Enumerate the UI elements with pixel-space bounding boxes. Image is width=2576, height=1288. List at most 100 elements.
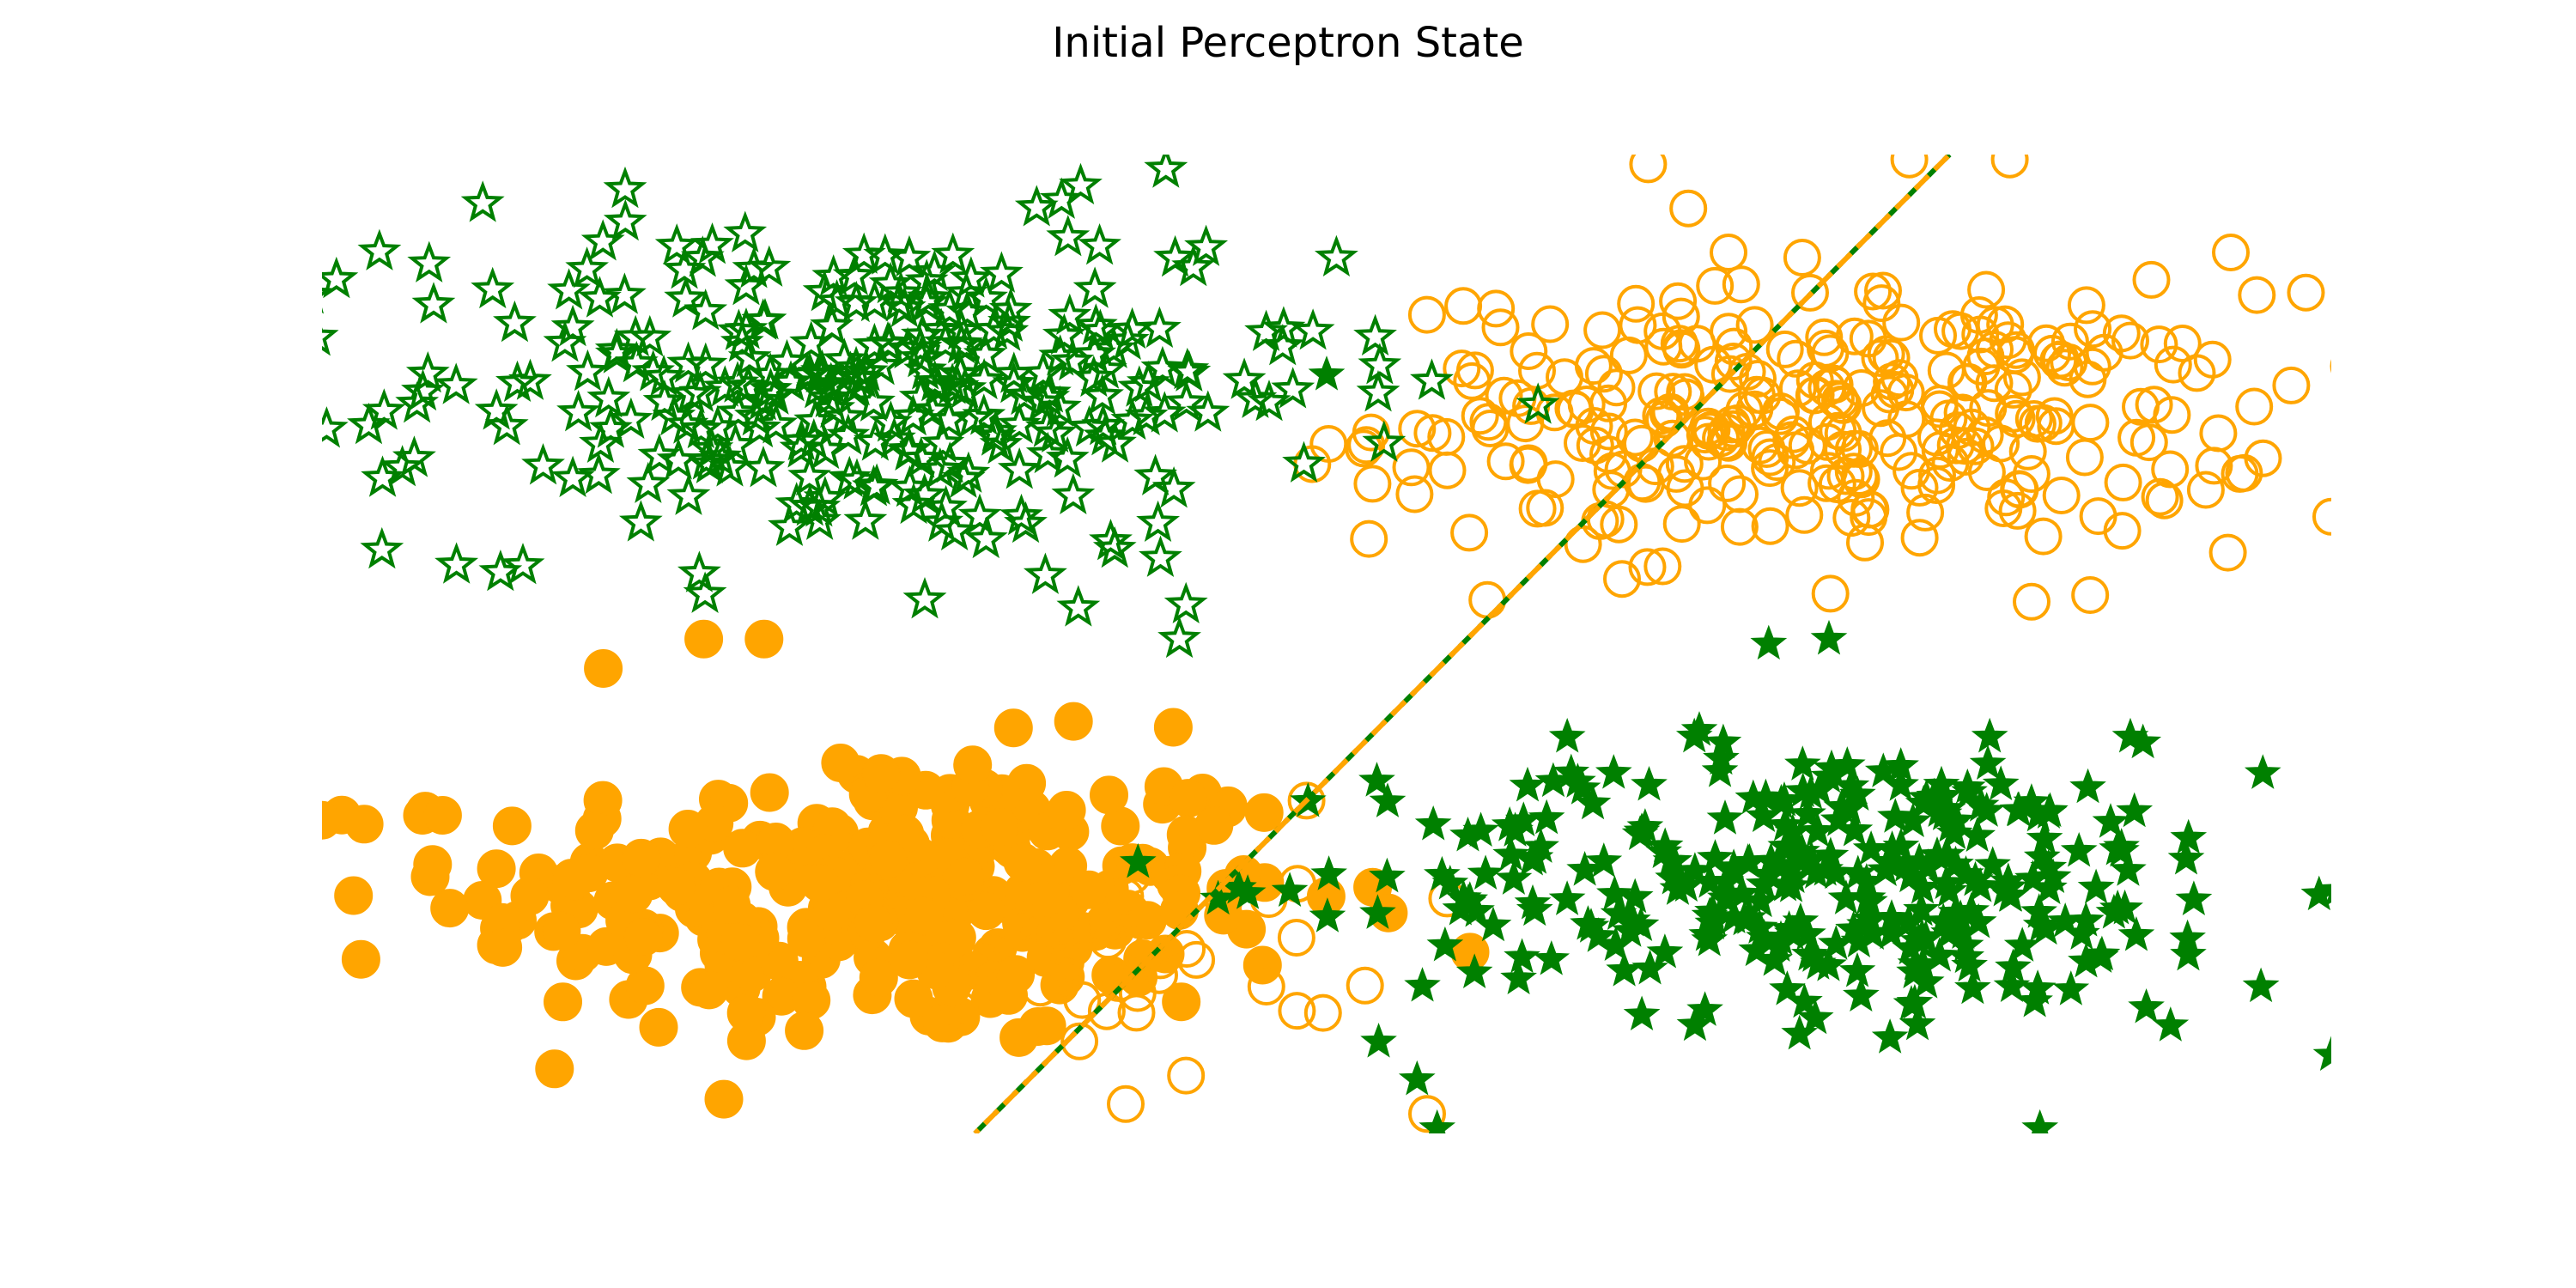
- data-point-circle-filled-0-187: [544, 982, 582, 1022]
- data-point-star-filled-4-239: [1495, 860, 1533, 895]
- data-point-star-open-3-85: [899, 335, 944, 378]
- data-point-star-filled-4-162: [1789, 795, 1826, 830]
- data-point-circle-open-1-258: [1741, 426, 1779, 465]
- data-point-star-open-3-185: [997, 447, 1042, 489]
- data-point-star-filled-4-237: [1310, 855, 1347, 890]
- data-point-star-open-3-255: [1247, 380, 1291, 422]
- data-point-star-open-3-173: [939, 321, 983, 364]
- data-point-circle-open-1-252: [2272, 366, 2311, 404]
- data-point-star-open-3-79: [920, 421, 965, 463]
- data-point-star-open-3-182: [1080, 373, 1125, 416]
- data-point-circle-open-1-237: [2000, 470, 2038, 508]
- data-point-star-open-3-301: [1184, 224, 1229, 266]
- data-point-star-filled-4-233: [1701, 752, 1739, 787]
- data-point-star-open-3-82: [594, 327, 639, 369]
- data-point-star-filled-4-148: [2067, 902, 2105, 937]
- data-point-star-open-3-147: [789, 320, 834, 362]
- data-point-star-open-3-192: [835, 458, 879, 500]
- data-point-star-open-3-233: [885, 326, 930, 369]
- data-point-circle-filled-0-221: [1054, 702, 1093, 741]
- data-point-circle-filled-0-303: [584, 649, 623, 688]
- data-point-star-open-3-214: [973, 414, 1017, 456]
- data-point-star-filled-4-140: [1595, 754, 1632, 789]
- data-point-star-open-3-290: [854, 463, 899, 505]
- data-point-star-open-3-131: [618, 500, 663, 542]
- data-point-star-filled-4-170: [1813, 749, 1850, 785]
- data-point-star-open-3-162: [1073, 303, 1118, 345]
- data-point-star-filled-4-243: [1360, 1023, 1397, 1058]
- data-point-circle-open-1-100: [1927, 351, 1965, 390]
- data-point-star-filled-4-250: [1680, 711, 1718, 746]
- data-point-circle-open-1-249: [2225, 453, 2263, 492]
- data-point-star-open-3-226: [1093, 421, 1137, 463]
- data-point-star-open-3-9: [1516, 382, 1560, 424]
- data-point-star-filled-4-29: [1516, 890, 1553, 927]
- data-point-circle-open-1-37: [1395, 475, 1434, 513]
- data-point-circle-open-1-309: [2111, 321, 2149, 360]
- data-point-star-filled-4-300: [2242, 967, 2280, 1003]
- data-point-star-filled-4-285: [1817, 854, 1855, 890]
- data-point-circle-filled-0-307: [704, 1079, 744, 1119]
- data-point-star-open-3-196: [898, 325, 943, 368]
- data-point-star-open-3-218: [1072, 331, 1117, 374]
- data-point-circle-open-2-32: [1107, 1084, 1145, 1123]
- data-point-circle-open-1-259: [1688, 486, 1727, 525]
- data-point-circle-filled-0-270: [1194, 805, 1234, 845]
- data-point-star-filled-4-76: [1596, 875, 1633, 910]
- data-point-circle-open-1-285: [1943, 393, 1982, 432]
- data-point-circle-filled-0-169: [894, 979, 933, 1018]
- data-point-star-open-3-278: [949, 256, 993, 298]
- data-point-star-filled-5-1: [1358, 762, 1395, 797]
- data-point-star-open-3-44: [1165, 347, 1210, 390]
- data-point-circle-filled-0-305: [744, 619, 784, 659]
- data-point-star-open-3-244: [1139, 535, 1182, 577]
- data-point-star-open-3-184: [1244, 309, 1289, 351]
- data-point-star-open-3-287: [815, 279, 860, 321]
- data-point-star-filled-4-184: [1784, 772, 1822, 807]
- data-point-circle-open-2-17: [963, 943, 1002, 981]
- data-point-star-filled-4-225: [2170, 935, 2207, 971]
- data-point-circle-open-1-93: [2008, 432, 2047, 471]
- data-point-star-open-3-150: [1222, 357, 1267, 399]
- data-point-star-filled-4-98: [1882, 766, 1919, 801]
- data-point-circle-filled-0-232: [859, 958, 898, 998]
- data-point-star-open-3-303: [380, 445, 425, 487]
- data-point-circle-open-1-234: [1761, 397, 1799, 435]
- data-point-star-open-3-145: [566, 349, 610, 392]
- data-point-star-filled-4-161: [1552, 753, 1590, 789]
- data-point-star-open-3-164: [868, 261, 913, 304]
- data-point-star-filled-4-263: [2019, 969, 2057, 1005]
- data-point-star-filled-4-293: [1849, 879, 1886, 914]
- data-point-circle-open-1-148: [1443, 349, 1481, 388]
- data-point-star-open-3-243: [1110, 398, 1155, 440]
- data-point-circle-open-1-256: [2244, 439, 2282, 477]
- data-point-star-open-3-251: [602, 272, 647, 314]
- data-point-star-open-3-195: [963, 331, 1007, 374]
- data-point-star-filled-4-290: [1504, 938, 1540, 974]
- data-point-star-open-3-41: [1078, 222, 1122, 265]
- data-point-circle-open-2-1: [940, 990, 979, 1029]
- data-point-circle-filled-0-293: [945, 857, 985, 896]
- data-point-star-filled-4-279: [1908, 779, 1945, 814]
- data-point-circle-filled-0-246: [999, 1018, 1039, 1057]
- data-point-circle-open-1-300: [1710, 234, 1747, 271]
- data-point-star-filled-4-297: [2175, 880, 2213, 915]
- data-point-star-filled-4-291: [2244, 754, 2281, 789]
- data-point-star-open-3-37: [1410, 358, 1454, 400]
- data-point-star-open-3-279: [804, 427, 848, 470]
- data-point-circle-open-2-35: [1247, 968, 1285, 1005]
- data-point-circle-open-1-278: [1471, 410, 1510, 447]
- data-point-star-filled-4-274: [1694, 892, 1731, 928]
- data-point-star-open-3-76: [957, 493, 1002, 535]
- data-point-star-filled-4-73: [1767, 827, 1805, 863]
- data-point-circle-open-1-242: [1576, 426, 1614, 465]
- data-point-circle-open-1-214: [1807, 329, 1844, 368]
- data-point-star-open-3-232: [765, 338, 809, 381]
- data-point-star-filled-4-284: [1753, 841, 1789, 878]
- data-point-star-open-3-273: [1026, 374, 1071, 417]
- data-point-star-filled-4-106: [2052, 970, 2090, 1005]
- data-point-star-filled-4-277: [1941, 899, 1979, 935]
- data-point-star-open-3-183: [547, 268, 592, 310]
- data-point-circle-open-1-267: [2178, 354, 2216, 392]
